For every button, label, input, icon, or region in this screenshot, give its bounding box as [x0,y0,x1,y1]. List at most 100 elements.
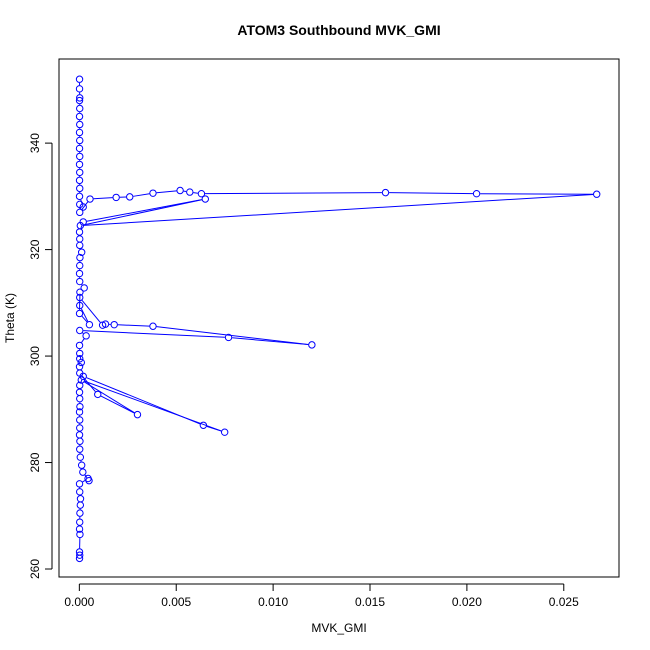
data-point [76,551,84,559]
data-point [76,168,84,177]
data-point [75,192,84,201]
data-point [75,96,84,105]
data-point [76,445,84,453]
data-point [76,277,84,286]
data-point [76,495,85,503]
data-point [201,195,209,203]
data-point [76,326,84,335]
data-point [112,193,120,202]
data-point [133,410,142,419]
series-segment [133,193,150,197]
data-point [76,184,84,193]
data-point [76,453,85,461]
data-point [76,301,84,310]
data-point [75,228,84,236]
series-segment [81,338,85,343]
data-point [76,235,84,243]
data-point [75,525,84,533]
data-point [76,104,84,113]
x-tick-label: 0.015 [355,595,385,609]
y-tick-label: 260 [28,559,42,579]
data-point [76,261,84,270]
data-point [76,518,84,526]
data-point [76,152,84,161]
data-point [77,376,85,384]
series-segment [156,190,177,194]
series-points [75,75,601,563]
data-point [75,112,84,121]
data-point [98,321,107,329]
data-point [186,188,194,196]
y-axis-label: Theta (K) [3,293,17,343]
y-tick-label: 340 [28,133,42,153]
x-tick-label: 0.020 [452,595,482,609]
chart-title: ATOM3 Southbound MVK_GMI [237,22,440,38]
data-point [76,221,85,230]
x-tick-label: 0.025 [549,595,579,609]
data-point [80,284,88,292]
data-point [77,358,85,367]
series-segment [389,192,473,195]
data-point [79,468,87,476]
x-tick-label: 0.010 [258,595,288,609]
data-point [308,341,316,349]
data-point [76,293,84,302]
data-point [76,288,84,296]
y-axis: 260 280 300 320 340 [28,133,53,579]
series-segment [81,201,89,210]
data-point [75,408,84,416]
data-point [472,189,481,198]
x-axis-label: MVK_GMI [311,621,366,635]
data-point [75,309,84,318]
series-segment [83,330,225,338]
data-point [593,190,601,198]
data-point [76,136,84,145]
y-tick-label: 300 [28,346,42,366]
series-segment [93,197,113,200]
data-point [75,269,84,278]
data-point [149,189,157,197]
series-segment [193,192,198,194]
data-point [79,203,87,211]
series-segment [117,324,150,327]
data-point [224,333,233,342]
data-point [76,509,84,517]
data-point [76,241,84,250]
series-segment [82,332,84,334]
y-tick-label: 320 [28,239,42,259]
series-segment [100,395,135,414]
data-point [197,189,206,198]
data-point [76,208,84,217]
series-segment [83,193,594,226]
data-point [76,488,84,496]
data-point [76,355,84,363]
series-segment [83,199,202,226]
data-point [75,363,84,371]
data-point [76,394,84,403]
data-point [76,381,84,390]
data-point [110,320,118,329]
x-tick-label: 0.000 [64,595,94,609]
data-point [76,402,84,411]
data-point [75,85,84,93]
series-segment [86,199,202,222]
series-segment [81,299,101,323]
series-segment [80,308,89,322]
data-point [76,120,84,129]
data-point [199,421,208,429]
data-point [76,416,84,424]
data-point [220,428,229,436]
data-point [85,476,93,485]
data-point [75,144,84,153]
data-point [75,160,84,169]
x-axis: 0.000 0.005 0.010 0.015 0.020 0.025 [64,583,579,609]
series-segment [82,479,86,483]
data-point [76,530,84,539]
data-point [75,341,84,350]
series-segment [80,225,83,229]
series-segment [84,381,135,414]
x-tick-label: 0.005 [161,595,191,609]
data-point [149,322,157,330]
data-point [176,186,184,195]
data-point [85,320,94,329]
